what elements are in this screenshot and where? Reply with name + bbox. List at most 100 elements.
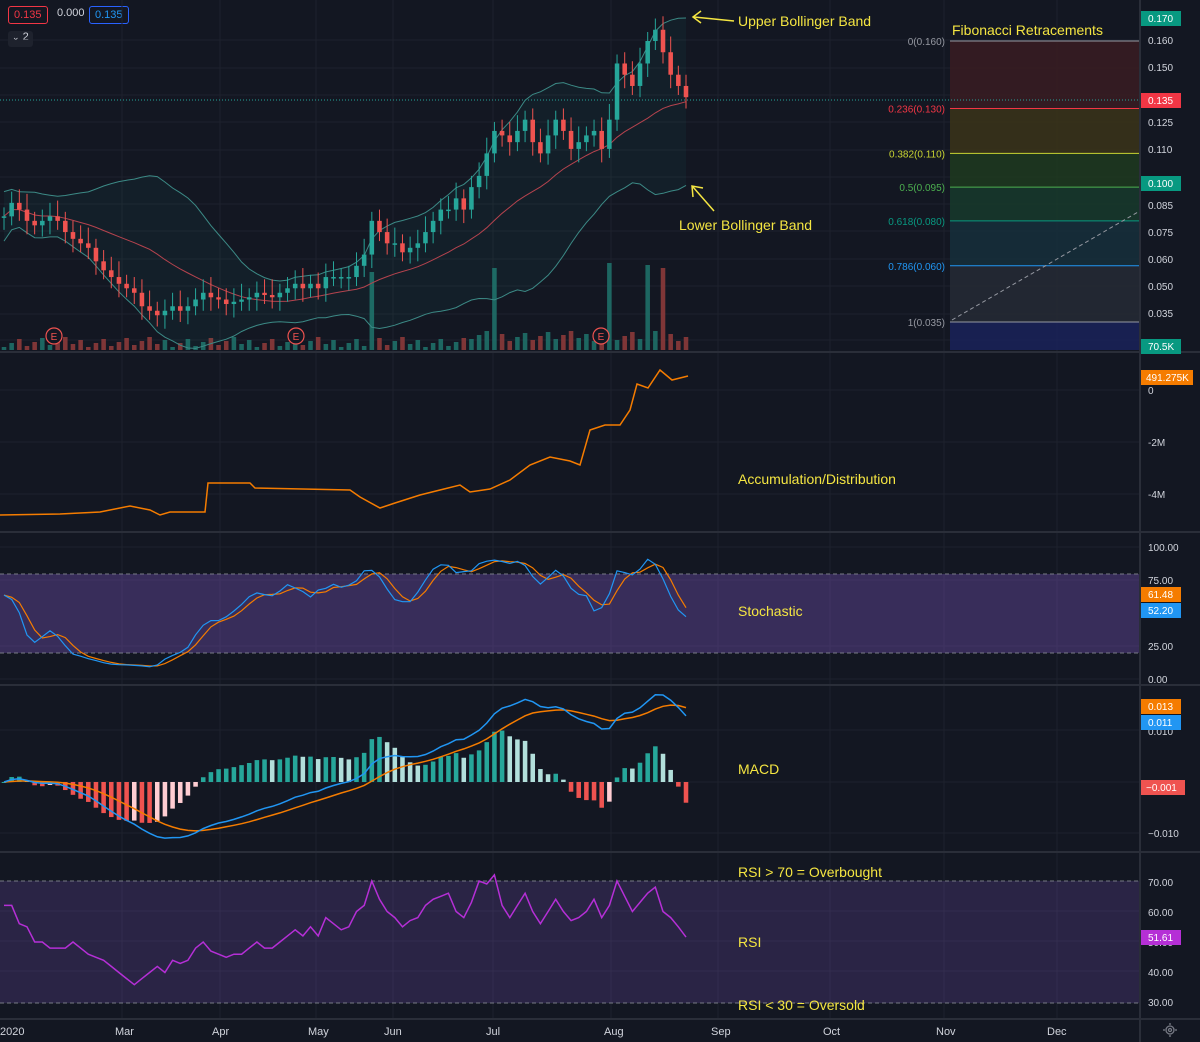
rsi-oversold-label: RSI < 30 = Oversold <box>738 997 865 1013</box>
ad-axis[interactable]: 0 -2M -4M 491.275K <box>1141 370 1193 501</box>
macd-line-badge: 0.011 <box>1148 718 1173 729</box>
candle-body <box>292 283 298 289</box>
macd-hist-bar <box>423 764 428 782</box>
candle-body <box>576 142 581 149</box>
macd-hist-bar <box>645 753 650 782</box>
fib-zone <box>950 153 1140 188</box>
macd-hist-bar <box>637 762 643 782</box>
change-value: 0.000 <box>57 7 85 19</box>
price-tick: 0.150 <box>1148 63 1173 74</box>
candle-body <box>446 209 451 212</box>
volume-bar <box>637 339 643 350</box>
candle-body <box>193 299 198 307</box>
candle-body <box>231 301 237 305</box>
macd-hist-bar <box>78 782 83 799</box>
volume-bar <box>63 337 68 350</box>
price-badge: 0.135 <box>1148 96 1173 107</box>
macd-hist-bar <box>254 760 260 782</box>
price-tick: 0.035 <box>1148 309 1173 320</box>
fib-level-label: 0.786(0.060) <box>888 262 945 273</box>
macd-hist-bar <box>507 736 513 782</box>
volume-bar <box>315 337 321 350</box>
candle-body <box>1 216 7 218</box>
fib-zone <box>950 108 1140 154</box>
candle-body <box>70 232 76 239</box>
open-value-badge: 0.135 <box>8 6 48 24</box>
volume-bar <box>438 339 444 350</box>
volume-bar <box>645 265 650 350</box>
rsi-band-fill <box>0 881 1140 1003</box>
macd-hist-bar <box>668 769 673 782</box>
candle-body <box>515 130 520 143</box>
candle-body <box>668 52 673 75</box>
volume-bar <box>346 343 352 350</box>
candle-body <box>223 299 229 305</box>
candle-body <box>476 175 482 188</box>
macd-hist-bar <box>315 759 321 782</box>
volume-bar <box>430 343 436 350</box>
macd-label: MACD <box>738 761 779 777</box>
collapse-count: 2 <box>22 31 29 43</box>
macd-hist-bar <box>369 739 375 782</box>
close-value-badge: 0.135 <box>89 6 129 24</box>
candle-body <box>415 243 421 248</box>
earnings-marker-label: E <box>51 332 58 343</box>
price-badge-bg <box>1141 176 1181 191</box>
volume-bar <box>415 340 421 350</box>
macd-hist-bar <box>101 782 106 814</box>
macd-hist-bar <box>453 753 459 782</box>
macd-tick: −0.010 <box>1148 829 1179 840</box>
candle-body <box>637 63 643 86</box>
macd-hist-bar <box>400 756 405 782</box>
volume-bar <box>530 340 536 350</box>
earnings-marker <box>45 327 63 345</box>
time-tick: Apr <box>212 1026 229 1038</box>
volume-bar <box>668 334 673 350</box>
rsi-label: RSI <box>738 934 761 950</box>
macd-hist-bar <box>430 761 436 782</box>
macd-hist-bar <box>407 762 413 782</box>
rsi-tick: 30.00 <box>1148 998 1173 1009</box>
volume-bar <box>139 341 145 350</box>
time-axis[interactable]: 2020 Mar Apr May Jun Jul Aug Sep Oct Nov Dec <box>0 1026 1067 1038</box>
ad-tick: -2M <box>1148 438 1165 449</box>
volume-bar <box>216 345 221 350</box>
fib-zone <box>950 187 1140 221</box>
macd-hist-bar <box>591 782 597 801</box>
macd-hist-bar <box>354 757 359 782</box>
stochastic-axis[interactable]: 100.00 75.00 25.00 0.00 61.48 52.20 <box>1141 543 1181 686</box>
rsi-axis[interactable]: 70.00 60.00 50.00 40.00 30.00 51.61 <box>1141 878 1181 1009</box>
fibonacci-retracement[interactable]: 0(0.160) 0.236(0.130) 0.382(0.110) 0.5(0.09… <box>888 37 1140 350</box>
volume-bar <box>246 340 252 350</box>
volume-bar <box>392 341 398 350</box>
candle-body <box>346 277 352 279</box>
macd-hist-bar <box>216 769 221 782</box>
volume-bar <box>1 347 7 350</box>
volume-bar <box>262 343 267 350</box>
settings-icon[interactable] <box>1163 1023 1177 1037</box>
collapse-indicators-button[interactable]: ⌄ 2 <box>8 31 33 47</box>
price-badge-bg <box>1141 339 1181 354</box>
stoch-k-badge: 61.48 <box>1148 590 1173 601</box>
candle-body <box>660 29 666 53</box>
macd-hist-bar <box>630 768 635 782</box>
price-axis[interactable]: 0.160 0.150 0.125 0.110 0.085 0.075 0.060 0.050… <box>1141 11 1181 354</box>
rsi-line <box>4 873 687 986</box>
macd-hist-bar <box>185 782 191 796</box>
macd-hist-bar <box>446 755 451 782</box>
stoch-d-badge: 52.20 <box>1148 606 1173 617</box>
candle-body <box>607 119 612 149</box>
volume-bar <box>469 339 474 350</box>
time-tick: Sep <box>711 1026 731 1038</box>
candle-body <box>492 130 497 154</box>
earnings-marker <box>287 327 305 345</box>
macd-axis[interactable]: 0.010 −0.010 0.013 0.011 −0.001 <box>1141 699 1185 840</box>
volume-bar <box>591 341 597 350</box>
macd-hist-bar <box>622 768 627 782</box>
candle-body <box>9 202 14 217</box>
macd-hist-bar <box>208 772 214 782</box>
macd-hist-bar <box>553 773 559 782</box>
rsi-badge: 51.61 <box>1148 933 1173 944</box>
candle-body <box>78 238 83 244</box>
